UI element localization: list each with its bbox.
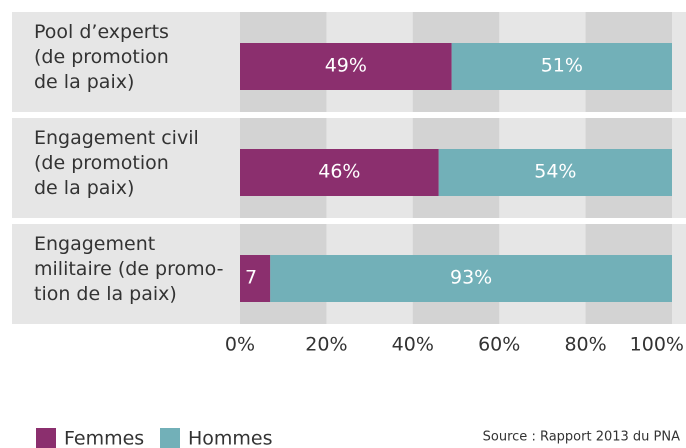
- category-label: Pool d’experts (de promotion de la paix): [34, 21, 169, 93]
- category-label: Engagement militaire (de promo-tion de la…: [34, 233, 223, 305]
- x-tick-label: 0%: [225, 334, 255, 356]
- value-label: 7: [245, 267, 257, 289]
- bar-segment: [451, 43, 672, 90]
- legend-swatch: [36, 428, 56, 448]
- bar-segment: [240, 255, 271, 302]
- category-label: Engagement civil (de promotion de la paix): [34, 127, 199, 199]
- x-tick-label: 60%: [478, 334, 520, 356]
- x-tick-label: 20%: [305, 334, 347, 356]
- bar-segment: [240, 149, 439, 196]
- value-label: 51%: [541, 55, 583, 77]
- value-label: 54%: [534, 161, 576, 183]
- legend-label: Femmes: [64, 428, 144, 448]
- bar-segment: [270, 255, 672, 302]
- value-label: 46%: [318, 161, 360, 183]
- x-tick-label: 40%: [392, 334, 434, 356]
- value-label: 49%: [325, 55, 367, 77]
- bar-segment: [438, 149, 672, 196]
- value-label: 93%: [450, 267, 492, 289]
- legend-swatch: [160, 428, 180, 448]
- x-tick-label: 80%: [564, 334, 606, 356]
- bar-segment: [240, 43, 452, 90]
- x-tick-label: 100%: [630, 334, 684, 356]
- source: Source : Rapport 2013 du PNA: [483, 430, 680, 445]
- legend-label: Hommes: [188, 428, 273, 448]
